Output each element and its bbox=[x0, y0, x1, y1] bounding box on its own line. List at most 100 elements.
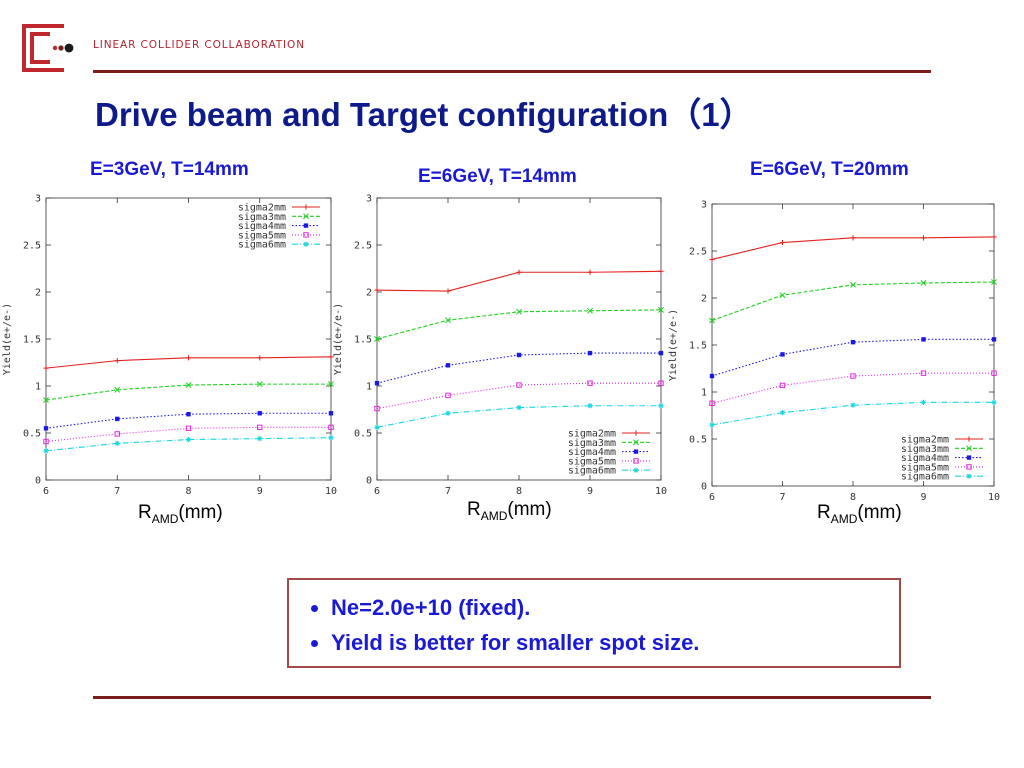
x-tick-label: 9 bbox=[920, 492, 926, 503]
data-point bbox=[709, 400, 715, 406]
y-tick-label: 3 bbox=[366, 194, 372, 205]
footer-divider bbox=[93, 696, 931, 699]
series-sigma3mm bbox=[43, 381, 334, 404]
notes-list: Ne=2.0e+10 (fixed). Yield is better for … bbox=[289, 590, 899, 660]
y-tick-label: 3 bbox=[35, 194, 41, 205]
legend-label: sigma2mm bbox=[568, 429, 616, 440]
data-point bbox=[587, 350, 593, 356]
x-tick-label: 9 bbox=[257, 486, 263, 497]
series-sigma5mm bbox=[374, 380, 664, 412]
series-sigma6mm bbox=[709, 399, 997, 428]
series-line bbox=[45, 383, 331, 401]
data-point bbox=[709, 256, 715, 263]
x-tick-label: 9 bbox=[587, 486, 593, 497]
y-axis-label: Yield(e+/e-) bbox=[668, 309, 679, 381]
series-line bbox=[711, 372, 994, 404]
series-sigma5mm bbox=[709, 370, 997, 406]
legend-label: sigma6mm bbox=[901, 472, 949, 483]
series-sigma6mm bbox=[43, 435, 334, 454]
legend-swatch bbox=[622, 430, 650, 436]
x-tick-label: 10 bbox=[655, 486, 667, 497]
data-point bbox=[374, 424, 380, 430]
data-point bbox=[516, 382, 522, 388]
data-point bbox=[658, 306, 664, 313]
header-divider bbox=[93, 70, 931, 73]
legend-label: sigma6mm bbox=[568, 466, 616, 477]
data-point bbox=[445, 317, 451, 324]
data-point bbox=[257, 436, 263, 442]
series-line bbox=[45, 437, 332, 452]
y-tick-label: 1 bbox=[35, 382, 41, 393]
series-line bbox=[711, 338, 994, 377]
y-tick-label: 1.5 bbox=[23, 335, 41, 346]
data-point bbox=[850, 339, 856, 345]
series-line bbox=[376, 382, 661, 410]
data-point bbox=[445, 392, 451, 399]
legend-swatch bbox=[955, 455, 983, 460]
legend-label: sigma4mm bbox=[568, 447, 616, 458]
data-point bbox=[186, 412, 191, 417]
data-point bbox=[709, 422, 715, 428]
data-point bbox=[114, 440, 120, 446]
series-line bbox=[376, 309, 662, 340]
data-point bbox=[921, 337, 926, 342]
y-tick-label: 1.5 bbox=[689, 341, 707, 352]
data-point bbox=[43, 426, 49, 431]
data-point bbox=[779, 382, 786, 389]
series-sigma3mm bbox=[709, 279, 997, 324]
y-axis-label: Yield(e+/e-) bbox=[2, 303, 13, 375]
data-point bbox=[587, 380, 593, 386]
x-tick-label: 6 bbox=[374, 486, 380, 497]
data-point bbox=[256, 381, 263, 388]
data-point bbox=[328, 354, 334, 360]
data-point bbox=[658, 350, 664, 356]
x-tick-label: 6 bbox=[43, 486, 49, 497]
page-title: Drive beam and Target configuration（1） bbox=[95, 96, 753, 133]
data-point bbox=[587, 307, 593, 314]
x-axis-label-main: R bbox=[817, 502, 831, 523]
series-sigma3mm bbox=[374, 306, 664, 342]
legend-label: sigma3mm bbox=[901, 444, 949, 455]
series-sigma2mm bbox=[709, 234, 997, 263]
legend-label: sigma2mm bbox=[238, 203, 286, 214]
data-point bbox=[709, 317, 715, 324]
x-axis-label-sub: AMD bbox=[480, 508, 508, 523]
y-tick-label: 0 bbox=[701, 482, 707, 493]
legend-label: sigma5mm bbox=[238, 230, 286, 241]
chart-1-title: E=3GeV, T=14mm bbox=[90, 159, 249, 180]
legend-swatch bbox=[955, 473, 983, 479]
series-line bbox=[711, 401, 994, 426]
y-tick-label: 2.5 bbox=[689, 247, 707, 258]
data-point bbox=[779, 292, 786, 299]
y-tick-label: 2 bbox=[701, 294, 707, 305]
data-point bbox=[43, 365, 49, 371]
y-tick-label: 0.5 bbox=[354, 429, 372, 440]
y-tick-label: 1.5 bbox=[354, 335, 372, 346]
data-point bbox=[374, 336, 380, 342]
x-tick-label: 8 bbox=[850, 492, 856, 503]
legend-label: sigma3mm bbox=[568, 438, 616, 449]
y-tick-label: 1 bbox=[701, 388, 707, 399]
data-point bbox=[920, 280, 927, 286]
data-point bbox=[920, 235, 927, 241]
plot-frame bbox=[376, 197, 662, 481]
y-tick-label: 2 bbox=[35, 288, 41, 299]
data-point bbox=[991, 399, 997, 405]
data-point bbox=[850, 281, 856, 288]
y-tick-label: 2.5 bbox=[23, 241, 41, 252]
data-point bbox=[850, 373, 856, 379]
x-tick-label: 8 bbox=[185, 486, 191, 497]
legend-swatch bbox=[622, 439, 650, 446]
chart-2: 00.511.522.536 7 8 9 10Yield(e+/e-)sigma2mms… bbox=[333, 194, 667, 498]
data-point bbox=[920, 399, 927, 405]
data-point bbox=[709, 373, 715, 379]
x-axis-label-sub: AMD bbox=[830, 511, 858, 526]
y-axis-label: Yield(e+/e-) bbox=[333, 303, 344, 375]
legend-swatch bbox=[955, 445, 983, 452]
legend-swatch bbox=[622, 449, 650, 454]
legend-swatch bbox=[292, 204, 320, 210]
note-item: Ne=2.0e+10 (fixed). bbox=[331, 590, 899, 625]
y-tick-label: 3 bbox=[701, 200, 707, 211]
y-tick-label: 0.5 bbox=[689, 435, 707, 446]
y-tick-label: 0 bbox=[366, 476, 372, 487]
